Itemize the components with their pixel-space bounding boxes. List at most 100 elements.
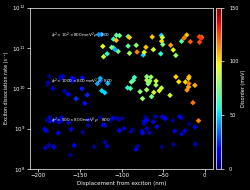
Point	[108, 119, 112, 122]
Point	[126, 35, 130, 38]
Point	[154, 79, 158, 82]
Point	[191, 101, 195, 104]
Point	[142, 122, 146, 125]
Point	[128, 52, 132, 55]
Point	[98, 79, 102, 82]
Point	[58, 76, 62, 79]
Point	[160, 86, 164, 89]
Point	[128, 36, 132, 39]
Point	[160, 145, 164, 148]
Point	[66, 93, 70, 96]
Point	[140, 130, 144, 133]
Point	[43, 146, 47, 150]
Point	[155, 125, 159, 128]
Point	[100, 89, 104, 92]
Point	[132, 79, 136, 82]
Point	[160, 115, 164, 118]
Point	[193, 143, 197, 146]
Point	[199, 37, 203, 40]
Point	[48, 116, 52, 119]
Point	[104, 124, 108, 127]
Point	[138, 90, 142, 93]
Text: $\phi^2 \times 900 \times 800\,\mathrm{meV}^2\,\rho$   800: $\phi^2 \times 900 \times 800\,\mathrm{m…	[51, 115, 110, 126]
Point	[186, 77, 190, 80]
Point	[145, 88, 149, 91]
Point	[146, 82, 150, 85]
Point	[179, 116, 183, 120]
Point	[184, 81, 188, 84]
Point	[198, 41, 202, 44]
Point	[101, 124, 105, 127]
Point	[97, 33, 101, 36]
Point	[173, 130, 177, 133]
Point	[154, 115, 158, 118]
Point	[86, 118, 90, 121]
Point	[120, 117, 124, 120]
Point	[160, 36, 164, 39]
Point	[187, 75, 191, 78]
Point	[134, 148, 138, 151]
Point	[186, 85, 190, 88]
Point	[140, 97, 144, 100]
Point	[193, 126, 197, 129]
Point	[144, 46, 148, 49]
Point	[174, 75, 178, 78]
Point	[118, 118, 122, 121]
Point	[147, 81, 151, 84]
Point	[168, 94, 172, 97]
Point	[59, 77, 63, 80]
Point	[105, 52, 109, 55]
Point	[112, 38, 116, 41]
Point	[196, 119, 200, 122]
Point	[174, 54, 178, 57]
Point	[113, 48, 117, 51]
Point	[70, 76, 74, 79]
Point	[172, 143, 175, 146]
Point	[159, 34, 163, 37]
Point	[52, 119, 56, 122]
Point	[116, 50, 120, 53]
Point	[103, 141, 107, 144]
Point	[151, 48, 155, 51]
Point	[126, 44, 130, 48]
Point	[145, 127, 149, 130]
Point	[47, 75, 51, 78]
Point	[122, 127, 126, 130]
Point	[150, 35, 154, 38]
Point	[48, 119, 52, 122]
Point	[98, 77, 102, 80]
Point	[130, 128, 134, 131]
Point	[149, 75, 153, 78]
Point	[171, 119, 175, 122]
Point	[56, 131, 60, 135]
Point	[151, 120, 155, 123]
Point	[150, 95, 154, 98]
Point	[92, 145, 96, 148]
Point	[45, 83, 49, 86]
Point	[106, 82, 110, 85]
Point	[161, 43, 165, 46]
Point	[59, 119, 63, 122]
Point	[177, 80, 181, 83]
Point	[86, 124, 90, 127]
Y-axis label: Disorder (meV): Disorder (meV)	[241, 70, 246, 107]
Point	[141, 53, 145, 56]
Point	[197, 35, 201, 38]
Point	[154, 84, 158, 87]
Point	[152, 91, 156, 94]
Point	[44, 129, 48, 132]
Point	[56, 118, 60, 121]
Point	[83, 102, 87, 105]
Point	[171, 48, 175, 51]
Point	[52, 146, 56, 149]
Point	[95, 82, 99, 85]
Point	[145, 79, 149, 82]
Point	[148, 131, 152, 134]
Point	[60, 75, 64, 78]
Point	[80, 131, 84, 134]
Point	[187, 82, 191, 85]
Point	[51, 87, 55, 90]
Point	[72, 78, 76, 81]
Point	[43, 127, 47, 131]
Point	[100, 33, 103, 36]
